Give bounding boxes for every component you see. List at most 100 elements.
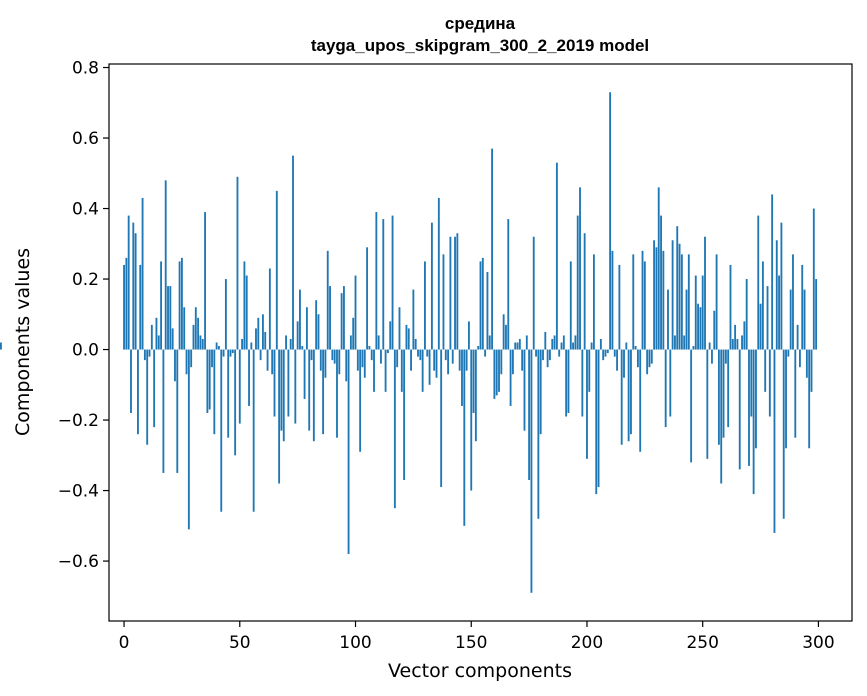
chart-title-line2: tayga_upos_skipgram_300_2_2019 model (311, 36, 649, 55)
bar (560, 342, 563, 350)
bar (160, 261, 162, 350)
bar (132, 222, 135, 350)
y-tick-label: 0.8 (72, 59, 99, 79)
bar (694, 275, 697, 350)
bar (150, 324, 153, 350)
bar (414, 338, 417, 350)
bar (576, 215, 579, 350)
bar (586, 349, 588, 459)
x-tick-label: 300 (802, 633, 834, 653)
bar (623, 349, 625, 378)
bar (766, 286, 769, 350)
bar (588, 349, 591, 392)
bar (785, 349, 787, 449)
bar (262, 314, 264, 350)
bar (458, 349, 461, 371)
bar (155, 317, 158, 350)
bar (711, 349, 713, 364)
bar (717, 349, 720, 445)
bar (634, 346, 637, 350)
bar (752, 349, 755, 495)
bar (164, 180, 167, 350)
bar (137, 349, 139, 435)
bar (539, 349, 542, 435)
bar (715, 254, 718, 350)
bar (206, 349, 209, 414)
bar (808, 349, 811, 449)
bar (308, 349, 311, 431)
bar (211, 349, 213, 368)
bar (238, 349, 241, 424)
bar (435, 349, 438, 378)
bar (273, 349, 276, 417)
bar (743, 321, 746, 350)
bar (426, 349, 429, 357)
bar (755, 349, 757, 449)
bar (192, 324, 195, 350)
bar (706, 349, 709, 459)
bar (257, 317, 260, 350)
bar (241, 338, 244, 350)
bar (442, 254, 445, 350)
bar (505, 324, 507, 350)
bar (542, 349, 544, 361)
bar (699, 307, 702, 350)
bar (352, 317, 355, 350)
bar (0, 342, 2, 350)
bar (123, 264, 125, 350)
bar (736, 338, 739, 350)
bar (204, 212, 206, 350)
bar (720, 349, 723, 484)
bar (590, 342, 593, 350)
bar (301, 346, 304, 350)
bar (146, 349, 149, 445)
bar (518, 338, 521, 350)
bar (303, 349, 306, 399)
bar (778, 275, 781, 350)
bar (310, 349, 313, 361)
bar (141, 197, 144, 350)
bar (657, 187, 660, 350)
bar (231, 349, 234, 354)
bar (662, 250, 665, 350)
bar (812, 208, 815, 350)
bar (604, 349, 607, 357)
bar (549, 349, 551, 361)
bar (498, 349, 500, 392)
bar (592, 254, 595, 350)
bar (599, 338, 602, 350)
bar (796, 324, 799, 350)
bar (697, 303, 699, 350)
bar (768, 349, 771, 417)
bar (729, 264, 732, 350)
bar (456, 233, 459, 350)
bar (278, 349, 281, 484)
bar (484, 349, 487, 357)
bar (282, 349, 285, 442)
bar (125, 257, 128, 350)
bar (248, 349, 250, 406)
bar (324, 349, 327, 378)
bar (234, 349, 237, 456)
bar (771, 194, 774, 350)
bar (757, 215, 760, 350)
bar (667, 289, 669, 350)
bar (130, 349, 132, 414)
bar (377, 335, 380, 350)
bar (535, 349, 537, 357)
bar (724, 349, 727, 364)
bar (553, 335, 556, 350)
bar (495, 349, 498, 396)
bar (440, 349, 443, 488)
bar (660, 215, 662, 350)
bar (701, 275, 704, 350)
bar (280, 349, 283, 431)
plot-frame (108, 63, 853, 622)
bar (451, 349, 454, 364)
bar (340, 293, 343, 350)
bar (368, 346, 371, 350)
bar (190, 349, 193, 368)
bar (507, 219, 510, 350)
bar (481, 257, 484, 350)
bar (583, 233, 586, 350)
